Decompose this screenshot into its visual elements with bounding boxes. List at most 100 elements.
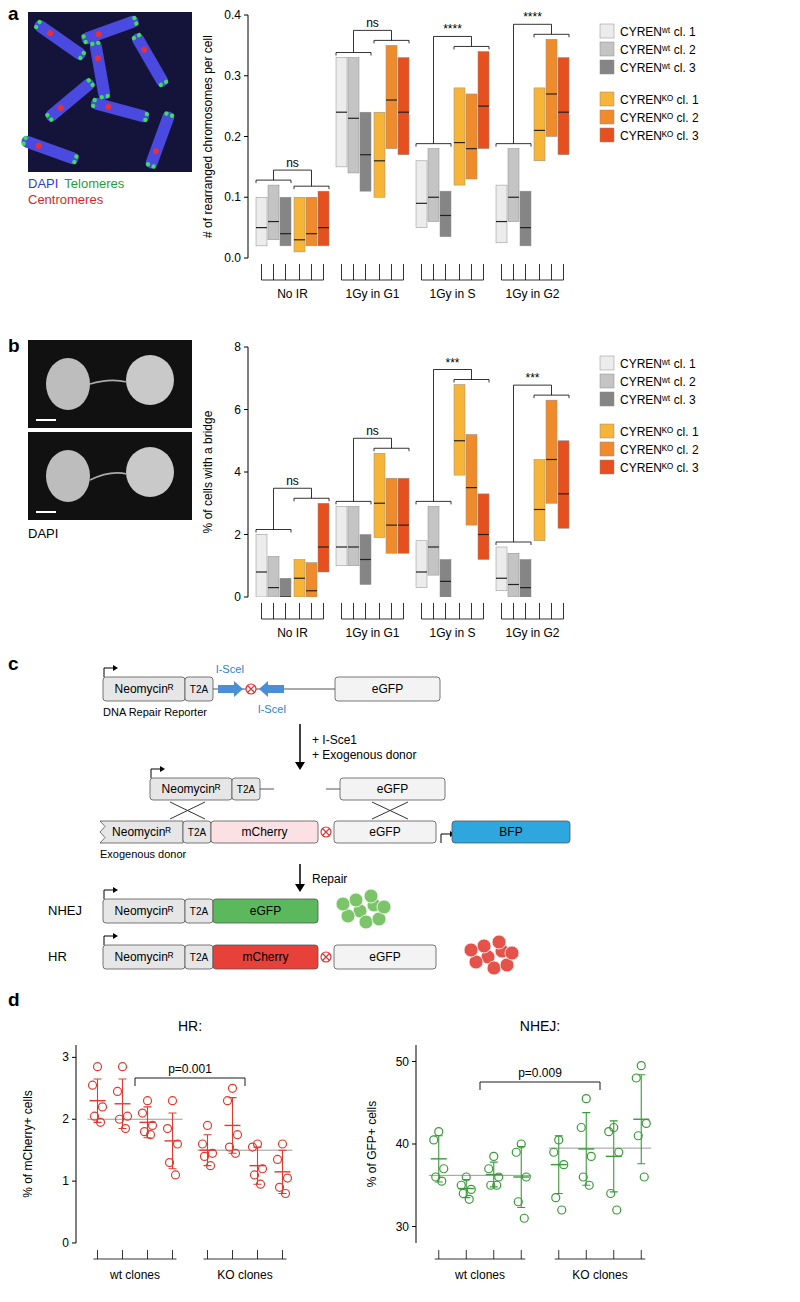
- telomere: [81, 50, 87, 56]
- telomere: [33, 24, 39, 30]
- image-legend-item: Telomeres: [64, 176, 124, 191]
- centromere: [105, 103, 112, 110]
- box: [294, 197, 305, 252]
- group-bracket: [94, 1250, 177, 1259]
- nucleus: [46, 358, 90, 410]
- box: [398, 58, 409, 155]
- box: [416, 161, 427, 228]
- gene-label: Neomycinᴿ: [115, 950, 174, 964]
- y-tick-label: 0.3: [224, 69, 241, 83]
- site-x: [248, 686, 255, 693]
- point: [440, 1165, 448, 1173]
- x-tick-label: No IR: [277, 287, 308, 301]
- gene-box: [100, 821, 183, 843]
- clone-mean: [551, 1164, 567, 1165]
- median: [360, 154, 371, 155]
- telomere: [48, 117, 54, 123]
- gene-box: [103, 945, 185, 969]
- median: [348, 546, 359, 547]
- clone-mean: [578, 1148, 594, 1149]
- clone-mean: [165, 1140, 181, 1141]
- median: [534, 509, 545, 510]
- gene-box: [185, 899, 213, 923]
- group-bracket: [555, 1250, 646, 1259]
- group-label: KO clones: [217, 1268, 272, 1282]
- group-label: wt clones: [454, 1268, 505, 1282]
- point: [139, 1109, 147, 1117]
- promoter: [104, 890, 113, 899]
- x-tick-label: 1Gy in S: [429, 626, 475, 640]
- gene-box: [232, 778, 260, 800]
- point: [164, 1125, 172, 1133]
- clone-mean: [486, 1174, 502, 1175]
- bridge: [90, 473, 127, 480]
- arrow: [299, 864, 301, 885]
- site: [321, 952, 331, 962]
- telomere: [99, 95, 104, 100]
- point: [558, 1206, 566, 1214]
- box: [520, 560, 531, 598]
- telomere: [81, 34, 87, 40]
- centromere: [35, 142, 43, 150]
- point: [613, 1206, 621, 1214]
- telomere: [83, 39, 89, 45]
- outcome-label: NHEJ: [48, 903, 82, 918]
- chromosome: [144, 110, 176, 170]
- box: [348, 506, 359, 565]
- box: [508, 553, 519, 597]
- median: [336, 546, 347, 547]
- chromosome: [20, 134, 80, 166]
- chromatid: [32, 18, 88, 62]
- box: [508, 149, 519, 222]
- median: [558, 112, 569, 113]
- cell: [336, 897, 350, 911]
- y-tick-label: 0: [234, 590, 241, 604]
- legend-label: CYRENᴷᴼ cl. 2: [620, 443, 699, 457]
- legend-swatch: [600, 128, 614, 142]
- y-tick-label: 0.0: [224, 251, 241, 265]
- site: [321, 827, 331, 837]
- chromatid: [144, 110, 176, 170]
- median: [508, 197, 519, 198]
- telomere: [21, 141, 27, 147]
- y-tick: [244, 136, 248, 137]
- median: [496, 578, 507, 579]
- chromatid: [89, 39, 111, 100]
- chromosome: [43, 76, 97, 124]
- promoter-head: [113, 665, 118, 671]
- legend-label: CYRENʷᵗ cl. 1: [620, 357, 696, 371]
- median: [520, 227, 531, 228]
- y-tick-label: 40: [396, 1137, 410, 1151]
- legend-swatch: [600, 110, 614, 124]
- median: [256, 227, 267, 228]
- clone-mean: [140, 1122, 156, 1123]
- image-legend-item: DAPI: [28, 176, 58, 191]
- median: [360, 559, 371, 560]
- chromatid: [20, 134, 80, 166]
- gene-label: Neomycinᴿ: [162, 782, 221, 796]
- point: [99, 1103, 107, 1111]
- gene-box: [340, 778, 445, 800]
- telomere: [74, 154, 80, 160]
- cell: [359, 915, 373, 929]
- box: [386, 478, 397, 553]
- cell: [349, 893, 363, 907]
- cell: [477, 939, 491, 953]
- box: [374, 112, 385, 197]
- point: [615, 1148, 623, 1156]
- image-bg: [28, 432, 192, 520]
- category-bracket: [262, 603, 324, 619]
- category-bracket: [502, 264, 564, 280]
- chromosome: [89, 96, 150, 123]
- box: [478, 51, 489, 148]
- box: [306, 197, 317, 246]
- legend-label: CYRENᴷᴼ cl. 1: [620, 425, 699, 439]
- box: [386, 45, 397, 148]
- significance-bracket: [496, 385, 569, 545]
- telomere: [77, 55, 83, 61]
- y-tick-label: 0.1: [224, 190, 241, 204]
- point: [274, 1155, 282, 1163]
- group-label: wt clones: [109, 1268, 160, 1282]
- telomere: [105, 94, 110, 99]
- chromatid: [80, 14, 140, 46]
